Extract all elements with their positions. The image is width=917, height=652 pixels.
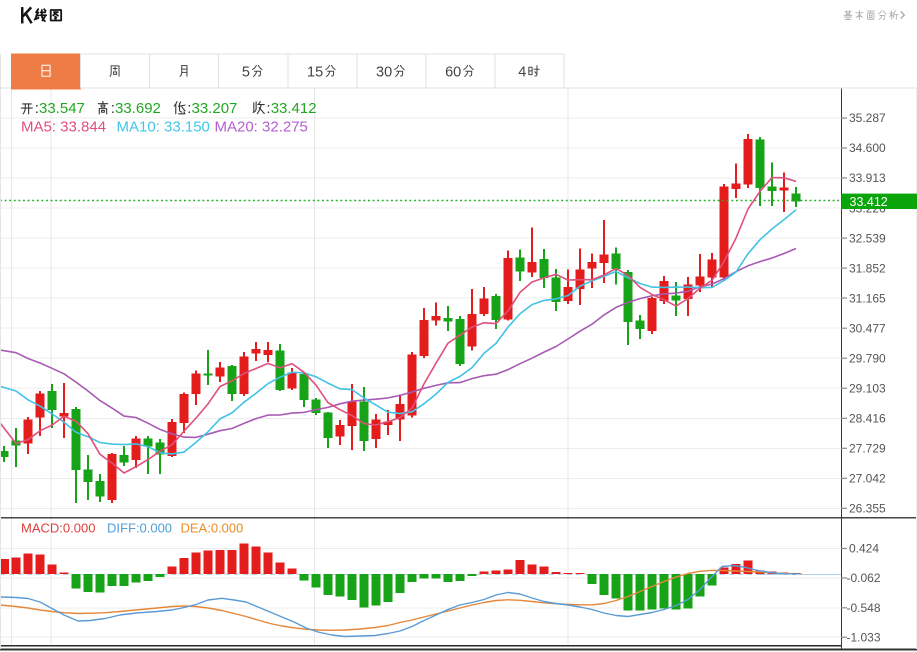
svg-text::: : bbox=[111, 100, 115, 117]
svg-text:30: 30 bbox=[376, 65, 392, 81]
svg-text:15: 15 bbox=[307, 65, 323, 81]
svg-text::: : bbox=[35, 100, 39, 117]
svg-text:-1.033: -1.033 bbox=[847, 630, 881, 644]
svg-text:-0.062: -0.062 bbox=[847, 571, 881, 585]
svg-text:33.412: 33.412 bbox=[850, 195, 888, 209]
svg-text:31.852: 31.852 bbox=[849, 261, 886, 275]
svg-text:32.539: 32.539 bbox=[849, 231, 886, 245]
svg-text:33.207: 33.207 bbox=[192, 100, 238, 117]
svg-text:27.042: 27.042 bbox=[849, 472, 886, 486]
svg-text:5: 5 bbox=[242, 65, 250, 81]
svg-text::: : bbox=[266, 100, 270, 117]
svg-text:29.790: 29.790 bbox=[849, 351, 886, 365]
svg-text:29.103: 29.103 bbox=[849, 381, 886, 395]
svg-text:MA20: 32.275: MA20: 32.275 bbox=[215, 119, 308, 136]
svg-text:0.424: 0.424 bbox=[849, 542, 879, 556]
svg-text:60: 60 bbox=[445, 65, 461, 81]
svg-text:31.165: 31.165 bbox=[849, 291, 886, 305]
svg-text:-0.548: -0.548 bbox=[847, 601, 881, 615]
svg-text:33.913: 33.913 bbox=[849, 171, 886, 185]
svg-text:34.600: 34.600 bbox=[849, 141, 886, 155]
svg-text:35.287: 35.287 bbox=[849, 111, 886, 125]
svg-text::: : bbox=[187, 100, 191, 117]
svg-text:28.416: 28.416 bbox=[849, 412, 886, 426]
svg-text:27.729: 27.729 bbox=[849, 442, 886, 456]
svg-text:33.412: 33.412 bbox=[271, 100, 317, 117]
svg-text:33.692: 33.692 bbox=[115, 100, 161, 117]
svg-text:MA5: 33.844: MA5: 33.844 bbox=[21, 119, 106, 136]
svg-text:4: 4 bbox=[518, 65, 526, 81]
svg-text:30.477: 30.477 bbox=[849, 321, 886, 335]
svg-text:26.355: 26.355 bbox=[849, 502, 886, 516]
svg-text:MA10: 33.150: MA10: 33.150 bbox=[117, 119, 210, 136]
svg-text:33.547: 33.547 bbox=[39, 100, 85, 117]
